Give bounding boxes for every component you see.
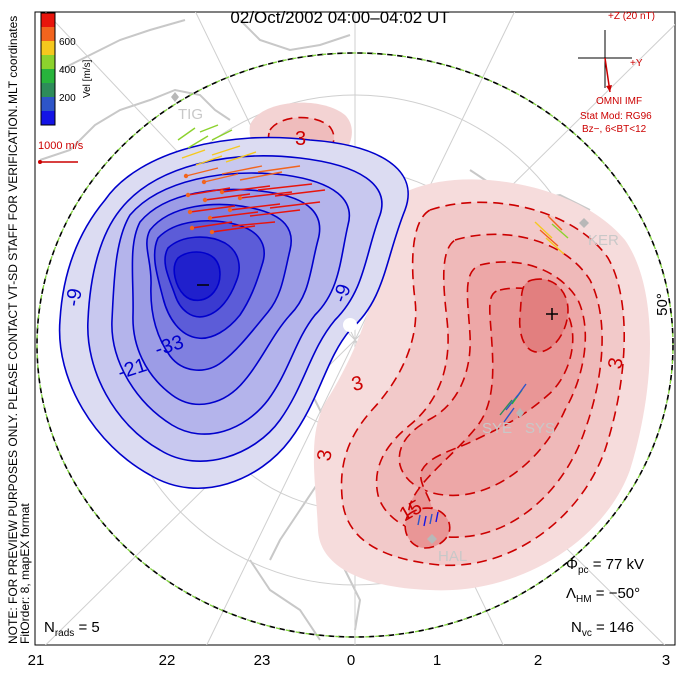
mlt-tick-21: 21 — [27, 652, 45, 669]
stat-nrads-value: = 5 — [78, 619, 100, 636]
imf-stat-mod: Stat Mod: RG96 — [580, 111, 652, 122]
map-title: 02/Oct/2002 04:00–04:02 UT — [230, 8, 450, 27]
colorbar-unit-label: Vel [m/s] — [82, 59, 93, 98]
mlt-tick-0: 0 — [346, 652, 356, 669]
stat-nrads-subscript: rads — [54, 628, 75, 639]
radar-label-tig: TIG — [178, 106, 203, 123]
colorbar-swatch — [41, 111, 55, 126]
imf-plus-y-label: +Y — [630, 58, 643, 69]
colorbar-swatch — [41, 83, 55, 98]
velocity-vectors-tig — [177, 124, 326, 235]
imf-plus-z-label: +Z (20 nT) — [608, 11, 655, 22]
pole-marker — [343, 318, 357, 332]
colorbar-tick-200: 200 — [59, 93, 76, 104]
stat-phi-subscript: pc — [577, 565, 589, 576]
radar-marker-tig — [171, 92, 179, 102]
radar-marker-hal — [427, 534, 437, 544]
colorbar-border — [40, 12, 56, 126]
radar-label-sys: SYS — [525, 420, 556, 437]
mlt-tick-3: 3 — [661, 652, 671, 669]
fit-order-note: FitOrder: 8, mapEX format — [18, 503, 32, 644]
heppner-maynard-boundary-green — [36, 52, 674, 638]
radar-marker-ker — [579, 218, 589, 228]
stat-phi-value: = 77 kV — [592, 556, 644, 573]
stat-nvc-symbol: N — [571, 619, 582, 636]
mlt-tick-23: 23 — [253, 652, 271, 669]
velocity-colorbar — [40, 12, 56, 126]
stat-phi-pc: Φpc = 77 kV — [566, 556, 644, 576]
potential-max-marker — [546, 308, 558, 320]
stat-nvc-value: = 146 — [596, 619, 634, 636]
velocity-vectors-ker — [534, 215, 569, 255]
radar-marker-sys — [516, 408, 524, 418]
imf-source-label: OMNI IMF — [596, 96, 643, 107]
stat-nvc: Nvc = 146 — [571, 619, 634, 639]
radar-label-ker: KER — [588, 232, 619, 249]
stat-lambda-symbol: Λ — [566, 585, 577, 602]
radar-label-sye: SYE — [482, 420, 513, 437]
stat-phi-symbol: Φ — [566, 556, 578, 573]
positive-potential-cell — [313, 179, 650, 591]
velocity-vectors-sys — [499, 383, 527, 423]
stat-lambda-value: = −50° — [595, 585, 641, 602]
velocity-vectors-hal — [417, 511, 439, 527]
colorbar-tick-600: 600 — [59, 37, 76, 48]
stat-nrads-symbol: N — [44, 619, 55, 636]
scale-vector-label: 1000 m/s — [38, 140, 84, 152]
mlt-tick-2: 2 — [533, 652, 543, 669]
colorbar-swatch — [41, 97, 55, 112]
radar-stations — [171, 92, 589, 544]
stat-nvc-subscript: vc — [581, 628, 592, 639]
colorbar-swatch — [41, 13, 55, 28]
contour-label: 3 — [295, 128, 307, 150]
imf-clock — [578, 30, 632, 93]
colorbar-tick-400: 400 — [59, 65, 76, 76]
stat-nrads: Nrads = 5 — [44, 619, 100, 639]
mlt-tick-1: 1 — [432, 652, 442, 669]
colorbar-swatch — [41, 27, 55, 42]
stat-lambda-hm: ΛHM = −50° — [566, 585, 640, 605]
latitude-label: 50° — [653, 293, 671, 316]
negative-potential-cell — [58, 136, 409, 489]
imf-condition: Bz−, 6<BT<12 — [582, 124, 647, 135]
coords-label: MLT coordinates — [6, 15, 20, 104]
contour-label: -9 — [62, 286, 87, 309]
colorbar-swatch — [41, 55, 55, 70]
radar-label-hal: HAL — [438, 548, 468, 565]
colorbar-swatch — [41, 69, 55, 84]
mlt-tick-22: 22 — [158, 652, 176, 669]
scale-vector — [38, 160, 78, 164]
stat-lambda-subscript: HM — [576, 594, 592, 605]
colorbar-swatch — [41, 41, 55, 56]
